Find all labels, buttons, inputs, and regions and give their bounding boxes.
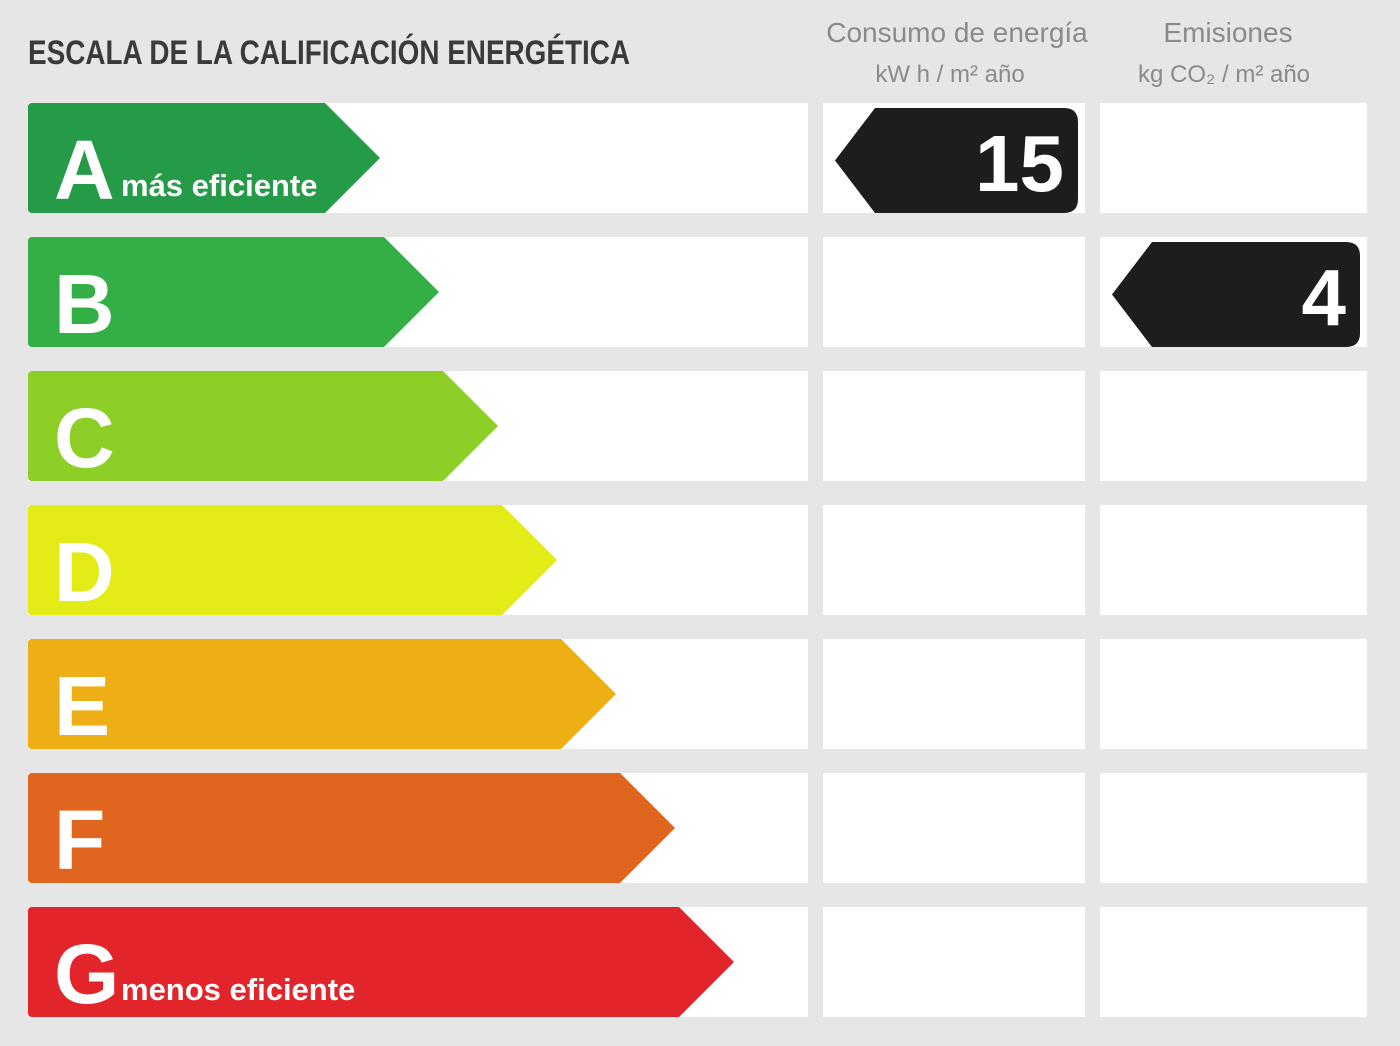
rating-letter: E [54,659,110,753]
value-cell [1100,103,1367,213]
value-cell [823,907,1085,1017]
column-unit: kg CO₂ / m² año [1138,61,1310,88]
rating-arrow [28,773,675,883]
rating-letter: C [54,391,115,485]
rating-arrow [28,907,734,1017]
rating-letter: B [54,257,115,351]
rating-arrow [28,371,498,481]
value-text: 15 [975,119,1064,208]
rating-letter: D [54,525,115,619]
value-cell [1100,639,1367,749]
rating-letter: G [54,927,119,1021]
rating-arrow [28,237,439,347]
title: ESCALA DE LA CALIFICACIÓN ENERGÉTICA [28,34,630,72]
value-cell [1100,907,1367,1017]
rating-letter: A [54,123,115,217]
column-title: Emisiones [1163,17,1292,48]
value-cell [823,505,1085,615]
rating-arrow [28,639,616,749]
rating-label: más eficiente [121,168,317,203]
value-cell [823,773,1085,883]
column-title: Consumo de energía [826,17,1088,48]
rating-letter: F [54,793,105,887]
value-cell [1100,505,1367,615]
value-cell [823,237,1085,347]
column-unit: kW h / m² año [875,61,1024,88]
value-cell [823,639,1085,749]
rating-arrow [28,103,380,213]
value-cell [1100,773,1367,883]
rating-label: menos eficiente [121,972,355,1007]
rating-arrow [28,505,557,615]
value-tag [835,108,1078,213]
value-text: 4 [1302,253,1347,342]
value-cell [1100,371,1367,481]
value-tag [1112,242,1360,347]
value-cell [823,371,1085,481]
